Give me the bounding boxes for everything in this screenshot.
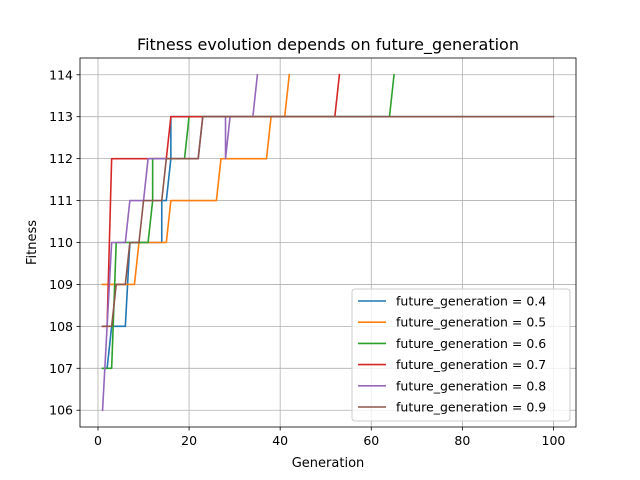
y-tick-label: 109 xyxy=(49,277,73,292)
y-tick-label: 113 xyxy=(49,109,73,124)
x-tick-label: 80 xyxy=(454,433,470,448)
legend-box xyxy=(351,288,571,422)
legend-label-4: future_generation = 0.8 xyxy=(396,378,546,393)
series-lines xyxy=(101,73,555,412)
y-axis-label: Fitness xyxy=(25,220,40,265)
chart-title: Fitness evolution depends on future_gene… xyxy=(137,35,519,55)
axis-ticks: 0 20 40 60 80 100 106 107 108 109 110 111 112 113 114 xyxy=(49,67,565,448)
legend-label-0: future_generation = 0.4 xyxy=(396,294,546,309)
legend: future_generation = 0.4 future_generation… xyxy=(351,288,571,422)
y-tick-label: 106 xyxy=(49,403,73,418)
y-tick-label: 107 xyxy=(49,361,73,376)
series-line-5 xyxy=(101,115,555,328)
x-tick-label: 60 xyxy=(363,433,379,448)
legend-label-3: future_generation = 0.7 xyxy=(396,357,546,372)
y-tick-label: 110 xyxy=(49,235,73,250)
y-tick-label: 112 xyxy=(49,151,73,166)
x-tick-label: 20 xyxy=(181,433,197,448)
legend-label-5: future_generation = 0.9 xyxy=(396,400,546,415)
y-tick-label: 111 xyxy=(49,193,73,208)
legend-label-2: future_generation = 0.6 xyxy=(396,336,546,351)
x-tick-label: 100 xyxy=(542,433,566,448)
y-tick-label: 114 xyxy=(49,67,73,82)
x-axis-label: Generation xyxy=(292,456,365,471)
y-tick-label: 108 xyxy=(49,319,73,334)
x-tick-label: 40 xyxy=(272,433,288,448)
legend-label-1: future_generation = 0.5 xyxy=(396,315,546,330)
x-tick-label: 0 xyxy=(94,433,102,448)
